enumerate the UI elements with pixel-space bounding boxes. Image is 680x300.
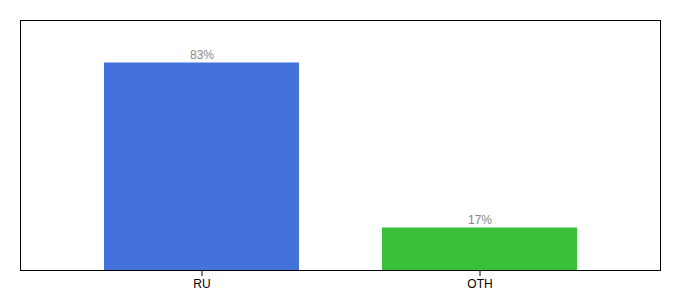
svg-text:83%: 83% [190, 48, 214, 62]
svg-text:17%: 17% [468, 213, 492, 227]
svg-text:OTH: OTH [467, 277, 492, 291]
svg-text:RU: RU [193, 277, 210, 291]
